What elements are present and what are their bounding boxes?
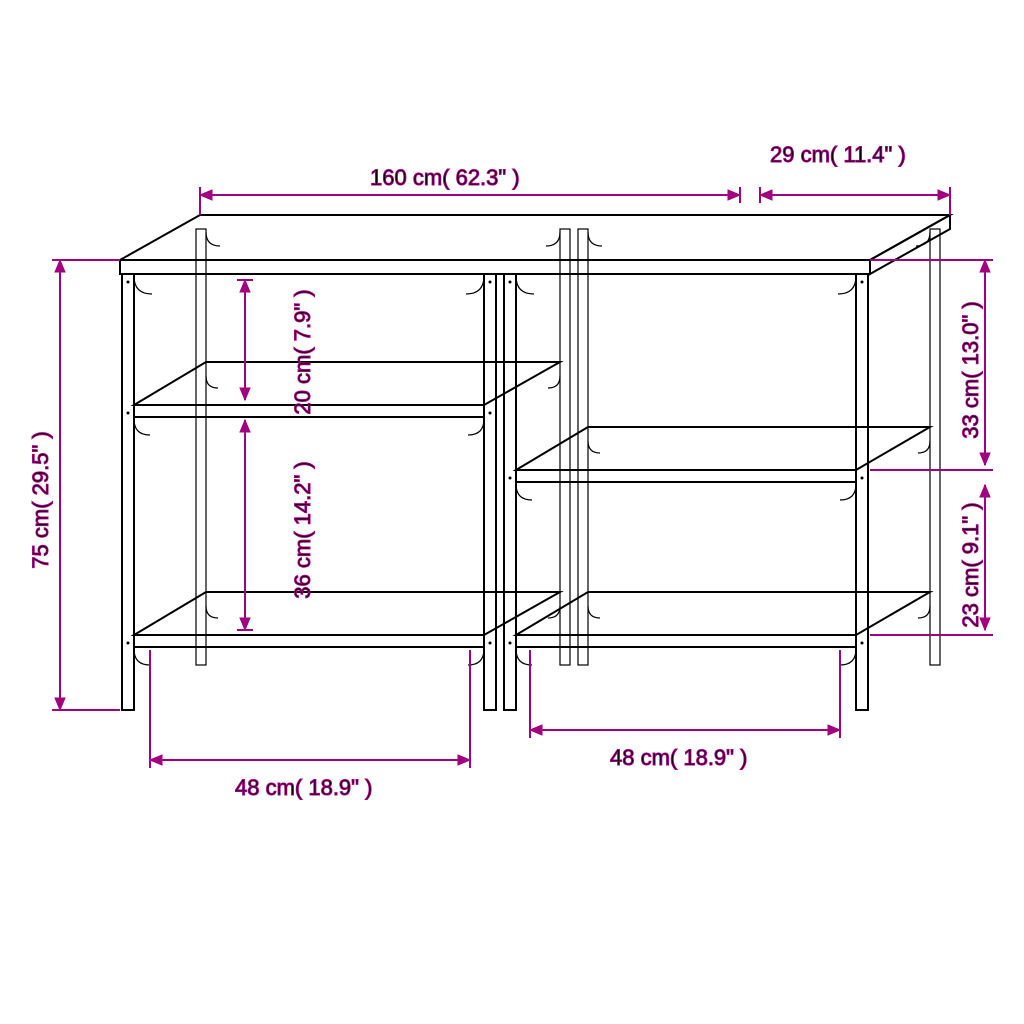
dimension-diagram: 160 cm( 62.3" ) 29 cm( 11.4" ) 75 cm( 29…: [0, 0, 1024, 1024]
dim-gap-36: 36 cm( 14.2" ): [290, 461, 315, 598]
dim-gap-23: 23 cm( 9.1" ): [958, 502, 983, 627]
dim-shelf-right: 48 cm( 18.9" ): [610, 745, 747, 770]
dim-height-left: 75 cm( 29.5" ): [28, 431, 53, 568]
dim-width-top: 160 cm( 62.3" ): [370, 165, 520, 190]
dim-gap-20: 20 cm( 7.9" ): [290, 289, 315, 414]
dim-gap-33: 33 cm( 13.0" ): [958, 301, 983, 438]
dim-depth-top: 29 cm( 11.4" ): [770, 142, 906, 167]
dim-shelf-left: 48 cm( 18.9" ): [235, 775, 372, 800]
